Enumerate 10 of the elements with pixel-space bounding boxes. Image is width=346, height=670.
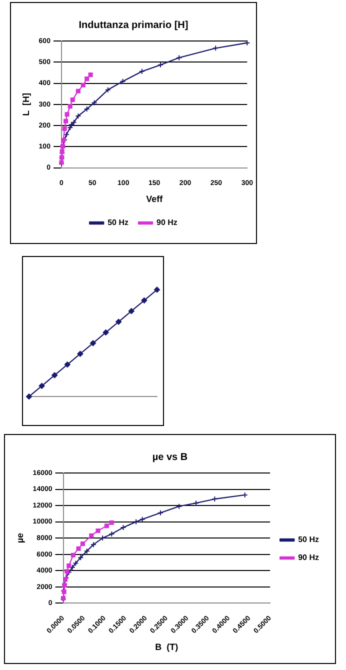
y-axis-title: L [H] [20, 92, 31, 116]
chart-title: Induttanza primario [H] [78, 20, 188, 31]
y-axis-title: µe [14, 532, 25, 544]
legend-label: 50 Hz [298, 535, 320, 544]
legend-label: 90 Hz [156, 218, 178, 228]
legend-label: 90 Hz [298, 553, 320, 562]
chart-title: µe vs B [152, 452, 188, 463]
x-axis-title: Veff [146, 194, 164, 204]
legend-label: 50 Hz [108, 218, 129, 228]
x-axis-title: B (T) [155, 642, 178, 652]
